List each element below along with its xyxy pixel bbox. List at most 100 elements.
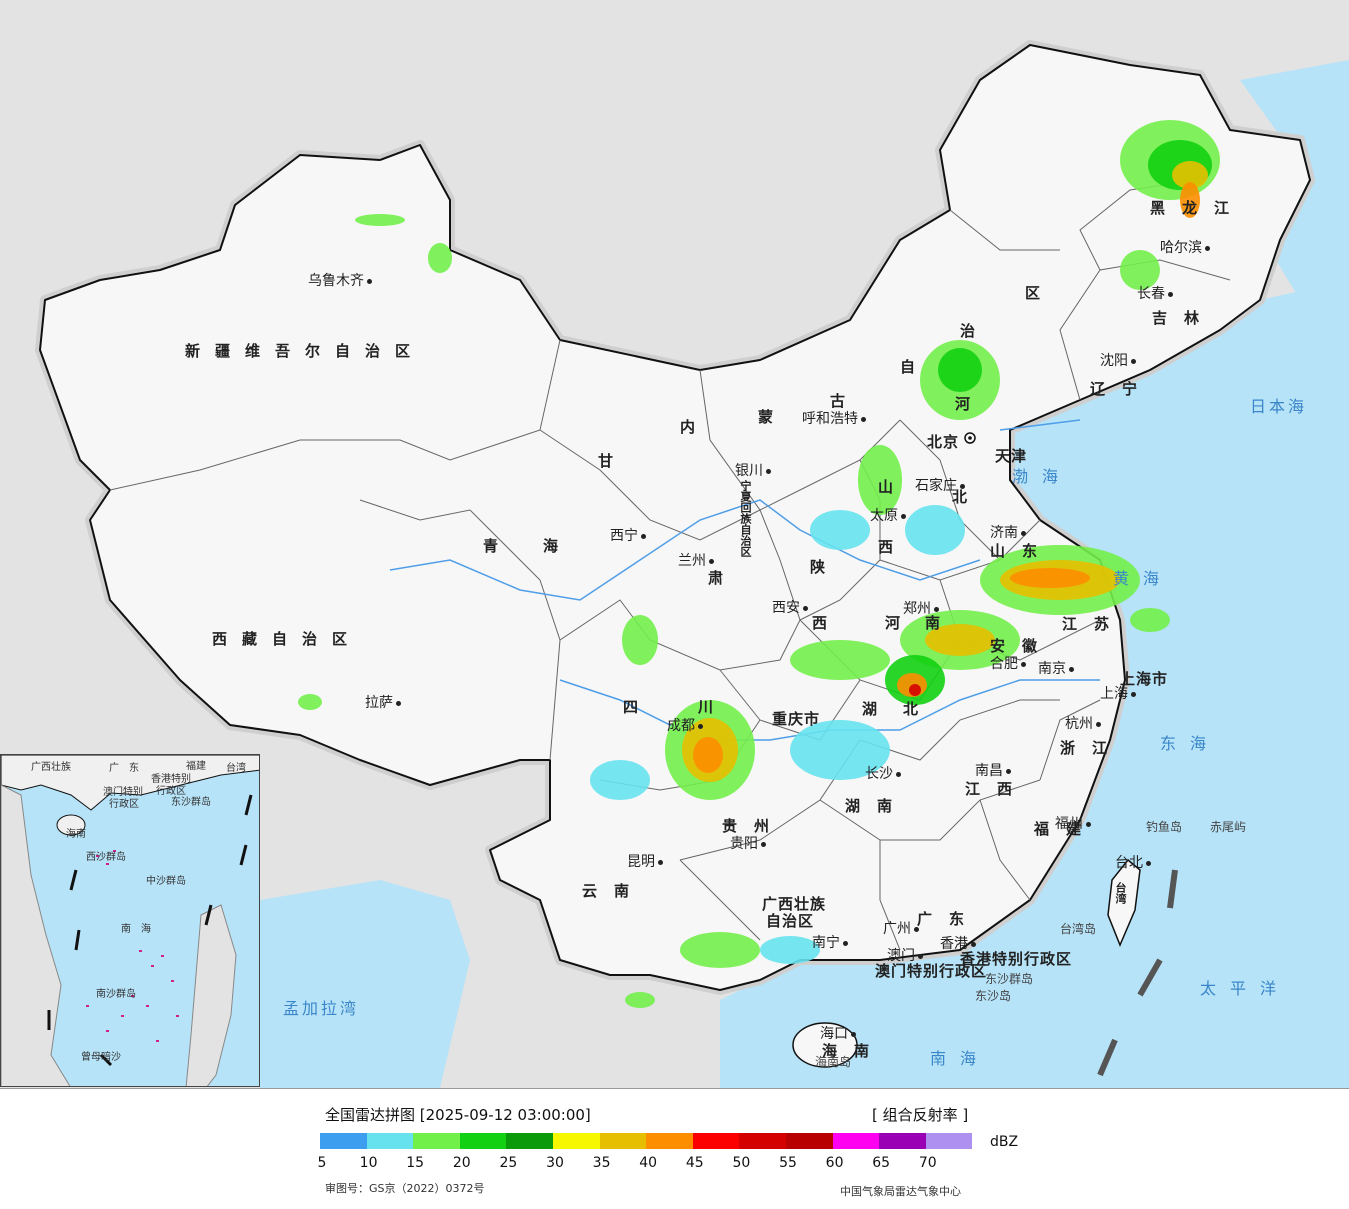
sea-nanhai: 南海 xyxy=(930,1049,991,1068)
prov-shanxi-2: 西 xyxy=(878,538,895,556)
city-nanning: 南宁 xyxy=(812,932,851,952)
city-changsha: 长沙 xyxy=(865,763,904,783)
island-taiwandao: 台湾岛 xyxy=(1060,922,1097,936)
city-chengdu: 成都 xyxy=(667,715,706,735)
city-zhengzhou: 郑州 xyxy=(903,598,942,618)
prov-shanxi-1: 山 xyxy=(878,478,895,496)
color-swatch-4 xyxy=(506,1133,553,1149)
map-approval-number: 审图号：GS京（2022）0372号 xyxy=(325,1182,485,1195)
city-changchun: 长春 xyxy=(1137,283,1176,303)
color-swatch-9 xyxy=(739,1133,786,1149)
prov-fujian: 福 建 xyxy=(1034,820,1083,838)
ins-fujian: 福建 xyxy=(186,761,206,772)
prov-jiangxi: 江 西 xyxy=(965,780,1014,798)
organization-name: 中国气象局雷达气象中心 xyxy=(840,1185,961,1198)
province-borders xyxy=(109,179,1231,951)
city-lanzhou: 兰州 xyxy=(678,550,717,570)
color-swatch-12 xyxy=(879,1133,926,1149)
maritime-boundary-dashes xyxy=(1097,869,1178,1077)
color-swatch-2 xyxy=(413,1133,460,1149)
ins-guangxi: 广西壮族 xyxy=(31,762,71,773)
prov-neimenggu-4: 自 xyxy=(900,358,917,376)
ins-taiwan: 台湾 xyxy=(226,763,246,774)
city-lhasa: 拉萨 xyxy=(365,692,404,712)
tick-label: 20 xyxy=(452,1155,471,1171)
city-yinchuan: 银川 xyxy=(735,460,774,480)
prov-liaoning: 辽 宁 xyxy=(1090,380,1139,398)
prov-macau: 澳门特别行政区 xyxy=(875,962,988,980)
product-name: [ 组合反射率 ] xyxy=(872,1106,969,1124)
color-swatch-5 xyxy=(552,1133,600,1149)
city-macau-c: 澳门 xyxy=(887,945,926,965)
city-hongkong-c: 香港 xyxy=(940,933,979,953)
prov-taiwan: 台湾 xyxy=(1114,882,1127,904)
prov-neimenggu-2: 蒙 xyxy=(758,408,775,426)
prov-guangxi-2: 自治区 xyxy=(766,912,815,930)
radar-map: 新疆维吾尔自治区 西藏自治区青 海甘肃内蒙古自治区黑 龙 江吉 林辽 宁河北山西陕… xyxy=(0,0,1349,1088)
city-nanchang: 南昌 xyxy=(975,760,1014,780)
city-harbin: 哈尔滨 xyxy=(1160,237,1213,257)
tick-label: 45 xyxy=(685,1155,704,1171)
city-guangzhou: 广州 xyxy=(883,918,922,938)
prov-hebei-1: 河 xyxy=(955,395,972,413)
city-taiyuan: 太原 xyxy=(870,505,909,525)
ins-nansha: 南沙群岛 xyxy=(96,989,136,1000)
tick-label: 10 xyxy=(359,1155,378,1171)
prov-yunnan: 云 南 xyxy=(582,882,631,900)
prov-guizhou: 贵 州 xyxy=(722,817,771,835)
city-shenyang: 沈阳 xyxy=(1100,350,1139,370)
prov-gansu-2: 肃 xyxy=(708,569,725,587)
prov-zhejiang: 浙 江 xyxy=(1060,739,1109,757)
ins-zhongsha: 中沙群岛 xyxy=(146,876,186,887)
prov-hainan: 海 南 xyxy=(822,1042,871,1060)
city-nanjing: 南京 xyxy=(1038,658,1077,678)
color-swatch-7 xyxy=(646,1133,693,1149)
prov-neimenggu-6: 区 xyxy=(1025,284,1042,302)
island-dongshadao: 东沙岛 xyxy=(975,989,1012,1003)
tick-label: 5 xyxy=(317,1155,327,1171)
city-shanghai-c: 上海 xyxy=(1100,683,1139,703)
sea-area xyxy=(720,280,1349,1088)
prov-guangxi-1: 广西壮族 xyxy=(762,895,827,913)
city-hohhot: 呼和浩特 xyxy=(802,408,869,428)
city-xian: 西安 xyxy=(772,597,811,617)
prov-hebei-2: 北 xyxy=(952,488,969,506)
south-china-sea-inset: 广西壮族广 东福建 台湾 香港特别 行政区 澳门特别 行政区 东沙群岛 海南 西沙群岛 中沙群岛南… xyxy=(0,754,260,1087)
color-swatch-1 xyxy=(366,1133,414,1149)
prov-hubei-2: 北 xyxy=(903,700,920,718)
city-kunming: 昆明 xyxy=(627,851,666,871)
color-swatch-8 xyxy=(692,1133,740,1149)
ins-dongsha: 东沙群岛 xyxy=(171,797,211,808)
ins-zengmu: 曾母暗沙 xyxy=(81,1052,121,1063)
prov-xizang: 西藏自治区 xyxy=(212,630,363,648)
tick-label: 55 xyxy=(779,1155,797,1171)
prov-sichuan-1: 四 xyxy=(623,698,640,716)
sea-huanghai: 黄海 xyxy=(1113,569,1174,588)
island-chiweiyu: 赤尾屿 xyxy=(1210,820,1247,834)
island-dongshaqundao: 东沙群岛 xyxy=(985,972,1034,986)
prov-hongkong: 香港特别行政区 xyxy=(960,950,1073,968)
sea-mengjialawan: 孟加拉湾 xyxy=(283,999,360,1018)
prov-anhui: 安 徽 xyxy=(990,637,1039,655)
ins-macau: 澳门特别 xyxy=(103,787,143,798)
color-swatch-0 xyxy=(320,1133,367,1149)
map-graphics xyxy=(35,40,1349,1088)
prov-neimenggu-1: 内 xyxy=(680,418,697,436)
sea-ribenhai: 日本海 xyxy=(1250,397,1308,416)
color-swatch-13 xyxy=(925,1133,973,1149)
tick-label: 70 xyxy=(918,1155,937,1171)
tick-label: 25 xyxy=(499,1155,518,1171)
ins-macau2: 行政区 xyxy=(109,799,139,810)
city-fuzhou: 福州 xyxy=(1055,813,1094,833)
prov-heilongjiang: 黑 龙 江 xyxy=(1150,199,1231,217)
color-swatch-11 xyxy=(832,1133,880,1149)
city-shijiazhuang: 石家庄 xyxy=(915,475,968,495)
island-diaoyudao: 钓鱼岛 xyxy=(1146,820,1183,834)
ins-nanhai: 南 海 xyxy=(121,924,151,935)
tick-label: 40 xyxy=(639,1155,658,1171)
prov-henan-2: 南 xyxy=(925,614,942,632)
prov-neimenggu-5: 治 xyxy=(960,322,977,340)
prov-beijing: 北京 xyxy=(927,433,960,451)
prov-neimenggu-3: 古 xyxy=(830,392,847,410)
radar-echoes xyxy=(298,120,1220,1008)
